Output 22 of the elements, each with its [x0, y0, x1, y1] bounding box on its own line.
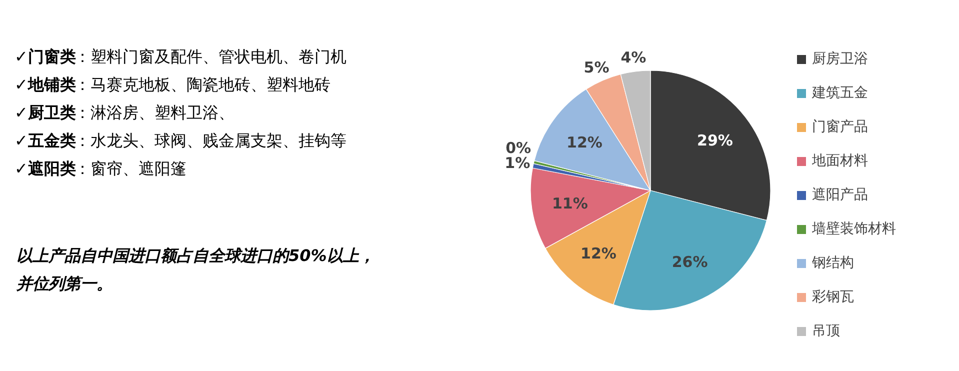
text: ✓厨卫类：淋浴房、塑料卫浴、: [14, 103, 234, 122]
legend-label: 厨房卫浴: [812, 50, 868, 69]
text: ✓门窗类：塑料门窗及配件、管状电机、卷门机: [14, 47, 346, 66]
legend-label: 遮阳产品: [812, 186, 868, 205]
legend-label: 门窗产品: [812, 118, 868, 137]
legend-label: 彩钢瓦: [812, 288, 854, 307]
legend-label: 钢结构: [812, 254, 854, 273]
text: 以上产品自中国进口额占自全球进口的50%以上，并位列第一。: [16, 246, 375, 293]
data-label: 29%: [697, 131, 733, 150]
data-label: 4%: [620, 48, 646, 67]
data-label: 12%: [566, 134, 602, 152]
data-label: 11%: [552, 194, 588, 212]
text: ✓遮阳类：窗帘、遮阳篷: [14, 159, 186, 178]
legend-label: 吊顶: [812, 322, 840, 341]
text: ✓地铺类：马赛克地板、陶瓷地砖、塑料地砖: [14, 75, 330, 94]
legend-label: 建筑五金: [812, 84, 868, 103]
legend-label: 墙壁装饰材料: [812, 220, 896, 239]
legend-label: 地面材料: [812, 152, 868, 171]
data-label: 5%: [584, 58, 610, 77]
data-label: 12%: [580, 244, 616, 262]
text: ✓五金类：水龙头、球阀、贱金属支架、挂钩等: [14, 131, 346, 150]
data-label: 26%: [672, 253, 708, 272]
